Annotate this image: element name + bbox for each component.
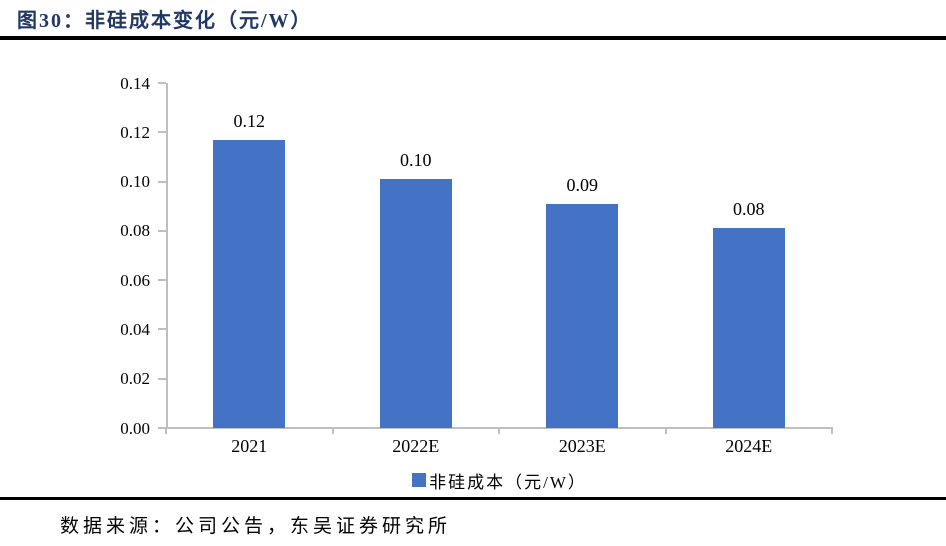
x-axis-category-label: 2021 [231, 436, 268, 456]
x-axis-category-label: 2022E [392, 436, 440, 456]
y-axis-tick-mark [158, 131, 166, 134]
chart-legend: 非硅成本（元/W） [166, 469, 833, 492]
y-axis-tick-label: 0.10 [120, 172, 150, 192]
x-axis-tick-mark [165, 429, 167, 434]
bar-value-label: 0.10 [400, 150, 432, 171]
x-axis-category-label: 2024E [725, 436, 773, 456]
y-axis-tick-label: 0.06 [120, 270, 150, 290]
bar-value-label: 0.12 [233, 110, 266, 131]
bar-2022E [379, 179, 452, 428]
bar-value-label: 0.09 [566, 174, 599, 195]
x-axis-tick-mark [664, 429, 667, 434]
x-axis-line [166, 427, 833, 429]
y-axis-tick-label: 0.00 [120, 418, 150, 438]
x-axis-tick-mark [498, 429, 500, 434]
x-axis-category-label: 2023E [558, 436, 606, 456]
y-axis-tick-label: 0.02 [120, 369, 150, 389]
bar-2021 [213, 139, 286, 428]
title-divider-rule [0, 36, 946, 40]
y-axis-tick-label: 0.04 [120, 319, 150, 339]
y-axis-line [166, 83, 168, 428]
y-axis-tick-mark [158, 328, 166, 331]
y-axis-tick-mark [158, 229, 166, 232]
bar-2024E [712, 228, 785, 428]
legend-color-swatch [412, 473, 427, 487]
y-axis-tick-mark [158, 427, 166, 429]
y-axis-tick-label: 0.12 [120, 122, 150, 142]
y-axis-tick-label: 0.08 [120, 221, 150, 241]
y-axis-tick-mark [158, 377, 166, 380]
y-axis-tick-label: 0.14 [120, 73, 150, 93]
y-axis-tick-mark [158, 82, 166, 84]
y-axis-tick-mark [158, 279, 166, 282]
bar-value-label: 0.08 [733, 199, 765, 220]
x-axis-tick-mark [331, 429, 334, 434]
x-axis-tick-mark [831, 429, 833, 434]
legend-label: 非硅成本（元/W） [429, 472, 587, 492]
footer-divider-rule [0, 497, 946, 500]
y-axis-tick-mark [158, 180, 166, 183]
figure-title: 图30：非硅成本变化（元/W） [17, 10, 313, 32]
source-note: 数据来源：公司公告，东吴证券研究所 [60, 516, 452, 537]
bar-2023E [546, 203, 619, 428]
